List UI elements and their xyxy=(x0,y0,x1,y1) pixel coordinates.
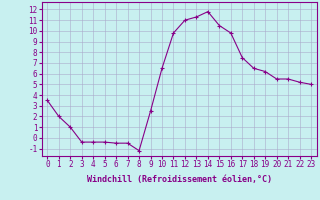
X-axis label: Windchill (Refroidissement éolien,°C): Windchill (Refroidissement éolien,°C) xyxy=(87,175,272,184)
